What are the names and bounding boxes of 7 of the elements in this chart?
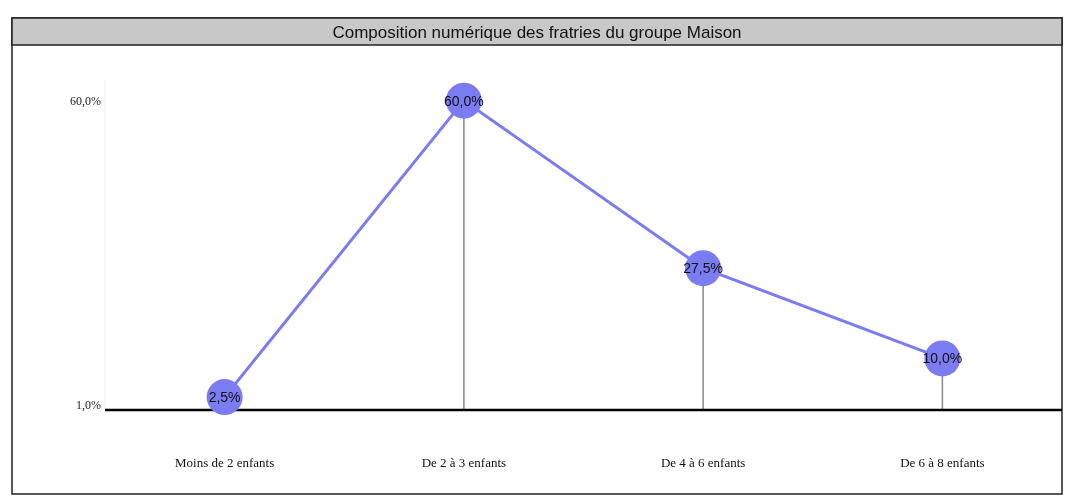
data-label: 2,5% — [208, 389, 241, 406]
chart-title: Composition numérique des fratries du groupe Maison — [332, 23, 742, 42]
x-tick-label: De 2 à 3 enfants — [421, 455, 507, 470]
x-tick-label: De 6 à 8 enfants — [900, 455, 985, 470]
x-tick-label: De 4 à 6 enfants — [660, 455, 746, 470]
x-tick-label: Moins de 2 enfants — [174, 455, 275, 470]
y-tick-label: 1,0% — [76, 397, 101, 412]
